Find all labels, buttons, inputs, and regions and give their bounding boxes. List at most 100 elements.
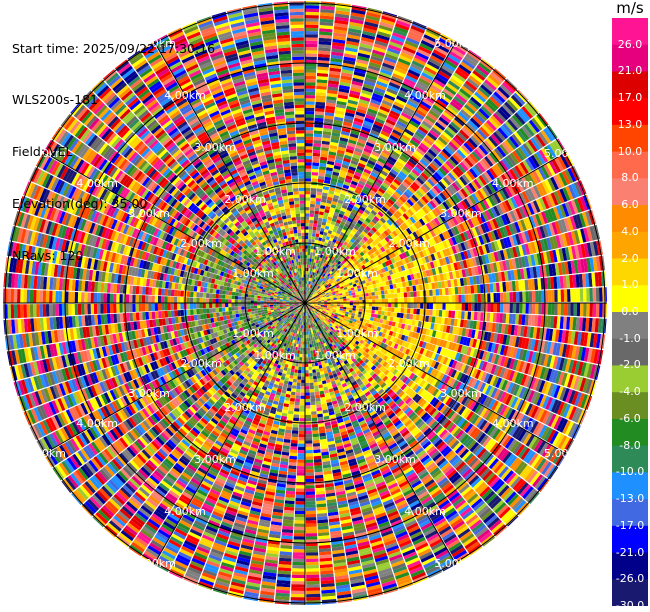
gate	[353, 306, 356, 309]
gate	[513, 303, 516, 313]
gate	[573, 289, 577, 302]
gate	[365, 309, 369, 312]
gate	[500, 303, 503, 313]
gate	[310, 210, 315, 214]
gate	[429, 290, 433, 296]
gate	[378, 291, 382, 295]
gate	[398, 298, 401, 303]
gate	[445, 310, 449, 317]
gate	[529, 291, 533, 302]
gate	[305, 41, 318, 45]
gate	[305, 191, 310, 194]
gate	[464, 311, 468, 319]
gate	[305, 149, 312, 152]
gate	[414, 303, 417, 308]
gate	[312, 169, 319, 173]
gate	[337, 299, 340, 301]
gate	[308, 252, 311, 255]
gate	[548, 290, 552, 302]
gate	[349, 308, 352, 311]
gate	[305, 233, 308, 236]
gate	[305, 143, 313, 146]
gate	[397, 313, 401, 318]
gate	[458, 295, 461, 303]
gate	[305, 92, 315, 95]
gate	[356, 306, 359, 309]
gate	[385, 307, 389, 311]
gate	[471, 294, 474, 302]
gate	[311, 239, 314, 243]
gate	[487, 303, 490, 312]
gate	[407, 308, 411, 313]
gate	[313, 156, 320, 160]
gate	[343, 305, 346, 307]
gate	[313, 143, 321, 147]
gate	[355, 314, 359, 317]
gate	[378, 307, 382, 311]
gate	[340, 299, 343, 301]
gate	[305, 178, 311, 181]
gate	[551, 303, 555, 315]
gate	[352, 292, 356, 295]
gate	[355, 311, 359, 314]
gate	[561, 289, 565, 302]
gate	[442, 296, 445, 303]
gate	[596, 288, 600, 302]
gate	[526, 291, 530, 302]
gate	[401, 303, 404, 308]
gate	[307, 262, 309, 265]
gate	[309, 220, 313, 224]
gate	[406, 314, 410, 319]
gate	[395, 303, 398, 308]
gate	[554, 303, 558, 315]
gate	[381, 311, 385, 315]
gate	[420, 291, 424, 297]
gate	[593, 288, 597, 302]
gate	[343, 297, 347, 299]
gate	[384, 290, 388, 294]
gate	[551, 290, 555, 302]
gate	[590, 303, 594, 317]
gate	[439, 296, 442, 303]
gate	[371, 288, 375, 292]
gate	[305, 207, 310, 210]
gate	[331, 300, 334, 302]
gate	[356, 300, 359, 303]
gate	[309, 217, 313, 221]
gate	[315, 240, 319, 244]
gate	[312, 172, 319, 176]
gate	[359, 309, 363, 312]
gate	[458, 311, 462, 319]
gate	[324, 304, 327, 305]
gate	[318, 221, 323, 225]
gate	[306, 281, 307, 284]
gate	[359, 300, 362, 303]
gate	[346, 310, 350, 313]
gate	[372, 299, 375, 302]
gate	[413, 309, 417, 315]
gate	[394, 308, 398, 313]
gate	[577, 303, 581, 316]
gate	[532, 303, 536, 314]
gate	[481, 294, 484, 303]
gate	[305, 31, 318, 35]
gate	[314, 214, 319, 218]
gate	[312, 233, 316, 237]
gate	[305, 12, 319, 16]
gate	[452, 303, 455, 310]
gate	[519, 303, 522, 314]
gate	[375, 299, 378, 303]
gate	[589, 288, 593, 302]
gate	[516, 303, 519, 313]
gate	[490, 303, 493, 312]
gate	[382, 299, 385, 303]
gate	[554, 290, 558, 302]
gate	[305, 201, 310, 204]
gate	[305, 114, 314, 117]
gate	[356, 295, 360, 298]
gate	[374, 314, 378, 318]
gate	[379, 299, 382, 303]
gate	[448, 288, 452, 295]
gate	[355, 292, 359, 295]
gate	[340, 305, 343, 307]
